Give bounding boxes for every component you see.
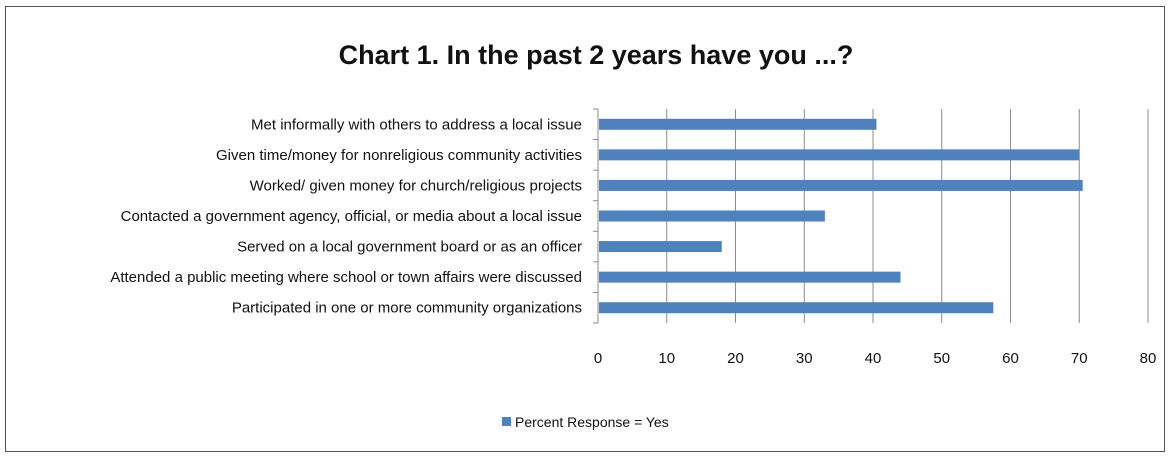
category-label: Met informally with others to address a … [251,116,582,133]
x-tick-label: 20 [727,350,744,367]
legend-label: Percent Response = Yes [515,414,669,430]
bar [599,241,722,253]
category-label: Worked/ given money for church/religious… [250,177,582,194]
gridlines [666,109,1149,323]
bar [599,271,901,283]
category-label: Served on a local government board or as… [237,239,582,256]
legend-swatch [502,417,511,426]
category-label: Attended a public meeting where school o… [110,269,582,286]
bar [599,118,877,130]
x-tick-label: 60 [1002,350,1019,367]
x-tick-label: 30 [796,350,813,367]
x-tick-label: 70 [1071,350,1088,367]
bar [599,149,1080,161]
category-label: Given time/money for nonreligious commun… [216,147,582,164]
category-labels: Met informally with others to address a … [110,116,582,316]
category-label: Contacted a government agency, official,… [121,208,582,225]
bar [599,210,825,222]
chart-frame [5,6,1165,452]
axes [593,108,599,324]
x-tick-label: 0 [594,350,602,367]
x-tick-label: 50 [933,350,950,367]
bar [599,179,1083,191]
chart-title: Chart 1. In the past 2 years have you ..… [339,40,854,70]
x-tick-labels: 0 10 20 30 40 50 60 70 80 [594,350,1157,367]
bars [599,118,1083,314]
legend: Percent Response = Yes [502,414,669,430]
x-tick-label: 10 [658,350,675,367]
bar [599,302,994,314]
x-tick-label: 40 [865,350,882,367]
category-label: Participated in one or more community or… [232,300,582,317]
x-tick-label: 80 [1140,350,1157,367]
